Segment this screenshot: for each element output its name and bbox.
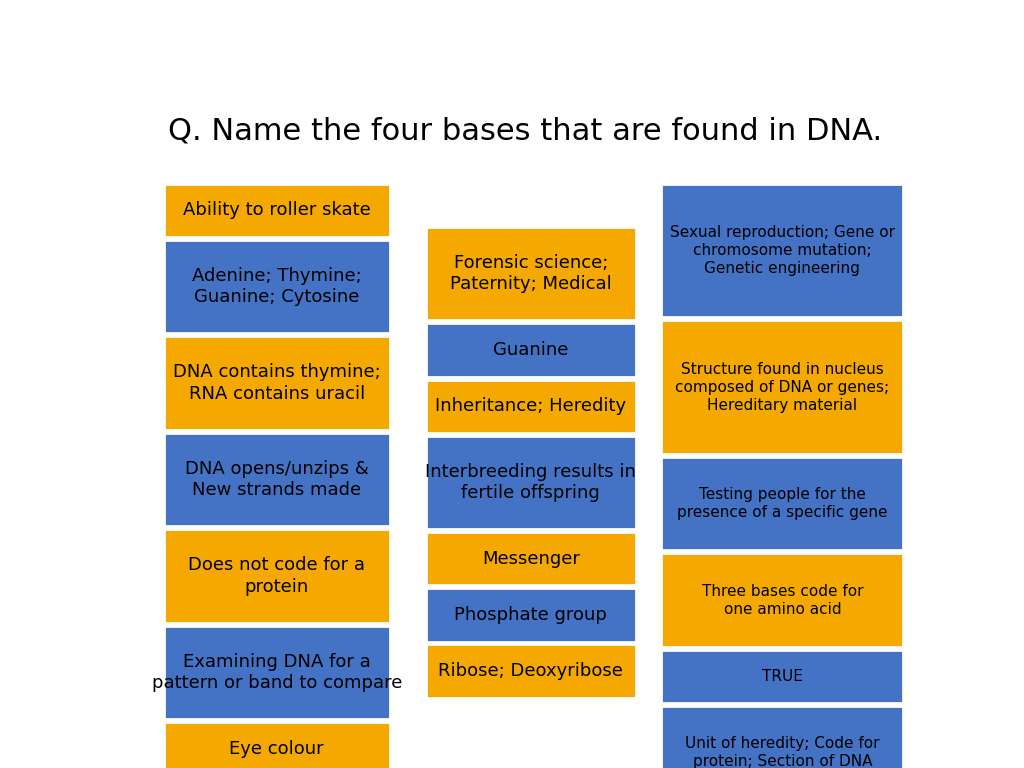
Text: Testing people for the
presence of a specific gene: Testing people for the presence of a spe… — [677, 487, 888, 520]
Text: Forensic science;
Paternity; Medical: Forensic science; Paternity; Medical — [450, 254, 611, 293]
Text: Does not code for a
protein: Does not code for a protein — [188, 556, 366, 596]
Text: Guanine: Guanine — [494, 341, 568, 359]
Text: Q. Name the four bases that are found in DNA.: Q. Name the four bases that are found in… — [168, 116, 882, 145]
FancyBboxPatch shape — [426, 379, 636, 433]
FancyBboxPatch shape — [164, 184, 390, 237]
FancyBboxPatch shape — [426, 435, 636, 529]
FancyBboxPatch shape — [662, 457, 903, 551]
Text: Ability to roller skate: Ability to roller skate — [183, 201, 371, 220]
Text: Inheritance; Heredity: Inheritance; Heredity — [435, 397, 627, 415]
FancyBboxPatch shape — [426, 644, 636, 697]
FancyBboxPatch shape — [426, 227, 636, 320]
Text: DNA opens/unzips &
New strands made: DNA opens/unzips & New strands made — [185, 460, 369, 499]
Text: Eye colour: Eye colour — [229, 740, 325, 757]
FancyBboxPatch shape — [164, 626, 390, 719]
FancyBboxPatch shape — [662, 554, 903, 647]
Text: Unit of heredity; Code for
protein; Section of DNA: Unit of heredity; Code for protein; Sect… — [685, 737, 880, 768]
FancyBboxPatch shape — [662, 706, 903, 768]
Text: DNA contains thymine;
RNA contains uracil: DNA contains thymine; RNA contains uraci… — [173, 363, 381, 403]
Text: Adenine; Thymine;
Guanine; Cytosine: Adenine; Thymine; Guanine; Cytosine — [191, 267, 361, 306]
FancyBboxPatch shape — [164, 722, 390, 768]
Text: TRUE: TRUE — [762, 669, 803, 684]
FancyBboxPatch shape — [164, 529, 390, 623]
FancyBboxPatch shape — [426, 532, 636, 585]
Text: Phosphate group: Phosphate group — [455, 606, 607, 624]
FancyBboxPatch shape — [164, 240, 390, 333]
Text: Interbreeding results in
fertile offspring: Interbreeding results in fertile offspri… — [425, 462, 636, 502]
FancyBboxPatch shape — [164, 336, 390, 430]
Text: Sexual reproduction; Gene or
chromosome mutation;
Genetic engineering: Sexual reproduction; Gene or chromosome … — [670, 225, 895, 276]
FancyBboxPatch shape — [164, 433, 390, 526]
FancyBboxPatch shape — [662, 320, 903, 454]
FancyBboxPatch shape — [662, 184, 903, 317]
FancyBboxPatch shape — [662, 650, 903, 703]
Text: Ribose; Deoxyribose: Ribose; Deoxyribose — [438, 662, 624, 680]
Text: Structure found in nucleus
composed of DNA or genes;
Hereditary material: Structure found in nucleus composed of D… — [675, 362, 890, 412]
Text: Three bases code for
one amino acid: Three bases code for one amino acid — [701, 584, 863, 617]
Text: Examining DNA for a
pattern or band to compare: Examining DNA for a pattern or band to c… — [152, 653, 402, 692]
Text: Messenger: Messenger — [482, 550, 580, 568]
FancyBboxPatch shape — [426, 323, 636, 376]
FancyBboxPatch shape — [426, 588, 636, 641]
